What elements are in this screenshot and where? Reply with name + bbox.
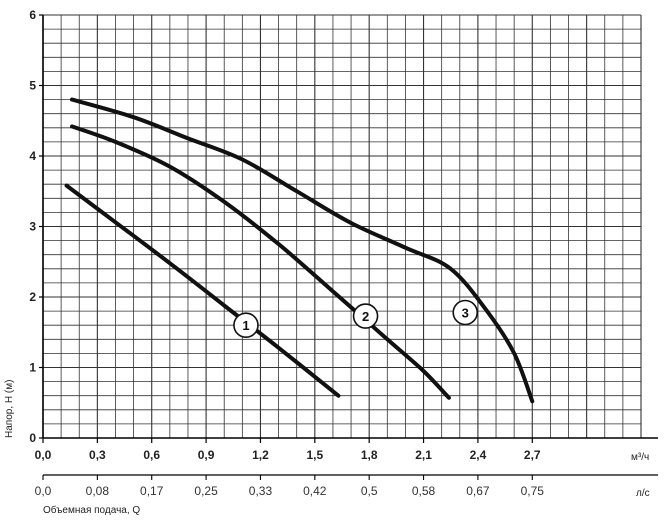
x-tick-label: 2,4	[470, 448, 487, 462]
x2-tick-label: 0,0	[35, 484, 52, 498]
x2-tick-label: 0,08	[86, 484, 110, 498]
x-tick-label: 0,3	[89, 448, 106, 462]
x2-tick-label: 0,25	[194, 484, 218, 498]
x-tick-label: 1,5	[306, 448, 323, 462]
y-tick-label: 3	[29, 220, 36, 234]
curve-3-marker	[452, 299, 479, 326]
x-tick-label: 2,7	[524, 448, 541, 462]
x2-tick-label: 0,33	[249, 484, 273, 498]
x-tick-label: 1,8	[361, 448, 378, 462]
x-axis-secondary-unit: л/с	[636, 488, 650, 499]
chart-grid	[42, 14, 642, 439]
curve-1-marker	[233, 312, 259, 339]
curve-2	[70, 124, 451, 400]
x-tick-label: 1,2	[252, 448, 269, 462]
x-axis-primary-unit: м³/ч	[631, 452, 649, 463]
x-tick-label: 0,0	[35, 448, 52, 462]
x2-tick-label: 0,5	[361, 484, 378, 498]
x2-tick-label: 0,75	[521, 484, 545, 498]
x-axis-label: Объемная подача, Q	[43, 504, 140, 516]
curve-2-label: 2	[362, 309, 369, 324]
x-tick-label: 0,6	[143, 448, 160, 462]
x2-tick-label: 0,67	[466, 484, 490, 498]
y-tick-label: 1	[29, 361, 36, 375]
y-tick-label: 2	[29, 290, 36, 304]
y-tick-label: 5	[29, 79, 36, 93]
x2-tick-label: 0,17	[140, 484, 164, 498]
chart-axes: 0 1 2 3 4 5 6 0,0 0,0 0,3 0,08 0,6 0,17 0,9 0,25 1,2 0,3…	[29, 8, 658, 498]
curve-3	[70, 97, 535, 404]
curve-3-label: 3	[462, 306, 469, 321]
y-tick-label: 0	[29, 431, 36, 445]
y-tick-label: 6	[29, 8, 36, 22]
curve-2-marker	[352, 303, 379, 329]
x-tick-label: 0,9	[198, 448, 215, 462]
y-tick-label: 4	[29, 149, 36, 163]
chart-labels: Напор, H (м) м³/ч л/с Объемная подача, Q	[4, 380, 650, 516]
chart-series: 1 2 3	[64, 97, 535, 404]
x-tick-label: 2,1	[415, 448, 432, 462]
x2-tick-label: 0,58	[412, 484, 436, 498]
curve-1-label: 1	[242, 318, 249, 333]
x2-tick-label: 0,42	[303, 484, 327, 498]
curve-1	[64, 183, 341, 398]
y-axis-label: Напор, H (м)	[4, 380, 15, 438]
